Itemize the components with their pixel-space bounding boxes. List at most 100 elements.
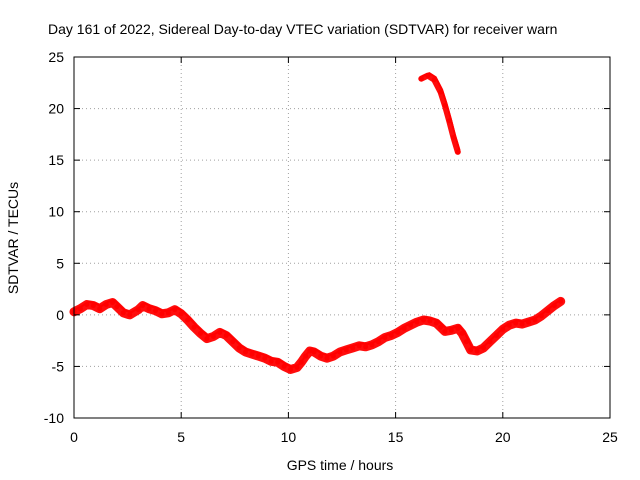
x-tick-label: 15	[388, 429, 404, 445]
data-point	[463, 339, 469, 345]
y-tick-label: 25	[48, 49, 64, 65]
y-axis-label: SDTVAR / TECUs	[5, 182, 21, 294]
y-tick-label: 20	[48, 101, 64, 117]
data-point	[103, 302, 109, 307]
x-tick-label: 10	[281, 429, 297, 445]
data-point	[77, 306, 83, 312]
data-point	[210, 334, 216, 339]
y-tick-label: 5	[56, 255, 64, 271]
x-axis-label: GPS time / hours	[287, 457, 394, 473]
y-tick-label: 10	[48, 204, 64, 220]
data-point	[298, 359, 304, 365]
x-tick-label: 0	[70, 429, 78, 445]
data-point	[223, 333, 229, 338]
data-point	[388, 333, 394, 338]
series-line-upper	[418, 72, 461, 155]
data-point	[363, 344, 369, 350]
data-point	[288, 367, 293, 372]
data-point	[114, 304, 120, 310]
data-point	[455, 325, 461, 331]
data-point	[140, 303, 146, 309]
data-point	[455, 149, 461, 155]
x-tick-label: 20	[495, 429, 511, 445]
data-point	[474, 348, 480, 354]
data-point	[513, 320, 519, 326]
data-point	[519, 321, 525, 327]
y-tick-label: -5	[52, 358, 65, 374]
data-point	[395, 329, 401, 335]
data-point	[303, 353, 309, 359]
data-point	[275, 359, 281, 365]
data-point	[268, 358, 274, 364]
data-point	[311, 349, 317, 355]
data-point	[249, 351, 255, 357]
data-point	[382, 335, 388, 340]
data-point	[459, 330, 465, 336]
chart-title: Day 161 of 2022, Sidereal Day-to-day VTE…	[48, 21, 557, 37]
y-tick-labels: -10 -5 0 5 10 15 20 25	[44, 49, 64, 426]
data-point	[159, 311, 165, 317]
data-point	[343, 347, 349, 353]
data-point	[500, 326, 506, 332]
data-point	[369, 342, 375, 348]
series-line-main	[69, 296, 566, 374]
series-line-main-jitter	[74, 297, 564, 368]
x-tick-label: 5	[177, 429, 185, 445]
data-point	[414, 319, 420, 325]
data-point	[442, 103, 448, 108]
data-point	[191, 324, 197, 330]
x-tick-label: 25	[602, 429, 618, 445]
y-tick-label: 0	[56, 307, 64, 323]
data-point	[294, 365, 300, 370]
data-point	[448, 327, 454, 333]
plot-frame	[73, 56, 611, 419]
data-point	[468, 347, 474, 353]
data-point	[427, 318, 433, 324]
data-point	[146, 306, 152, 312]
data-point	[153, 308, 158, 314]
data-point	[178, 311, 184, 317]
data-point	[330, 353, 336, 359]
data-point	[418, 76, 424, 82]
series-layer	[69, 72, 566, 374]
data-point	[425, 73, 431, 79]
data-point	[401, 325, 407, 331]
data-point	[120, 310, 126, 316]
series-line-upper-jitter	[421, 72, 461, 151]
y-tick-label: 15	[48, 152, 64, 168]
data-point	[408, 322, 414, 328]
data-point	[446, 118, 452, 124]
data-point	[506, 322, 512, 328]
data-point	[375, 339, 381, 345]
data-point	[165, 310, 171, 316]
data-point	[356, 343, 362, 349]
data-point	[526, 319, 531, 325]
data-point	[97, 306, 103, 312]
data-point	[532, 317, 538, 323]
data-point	[281, 363, 287, 369]
data-point	[438, 324, 444, 330]
data-point	[185, 317, 191, 323]
data-point	[127, 312, 133, 318]
data-point	[262, 355, 268, 361]
data-point	[255, 353, 261, 359]
data-point	[438, 89, 444, 95]
data-point	[558, 298, 564, 304]
data-point	[172, 307, 178, 313]
data-point	[481, 345, 486, 351]
data-point	[324, 355, 330, 361]
data-point	[551, 303, 557, 309]
data-point	[337, 349, 343, 355]
data-point	[545, 308, 551, 314]
data-point	[431, 77, 437, 83]
data-point	[236, 345, 242, 351]
grid	[74, 57, 610, 418]
data-point	[198, 330, 203, 336]
data-point	[110, 300, 116, 305]
data-point	[451, 135, 456, 140]
data-point	[204, 336, 210, 342]
data-point	[350, 345, 356, 351]
data-point	[421, 317, 426, 323]
data-point	[84, 302, 90, 307]
